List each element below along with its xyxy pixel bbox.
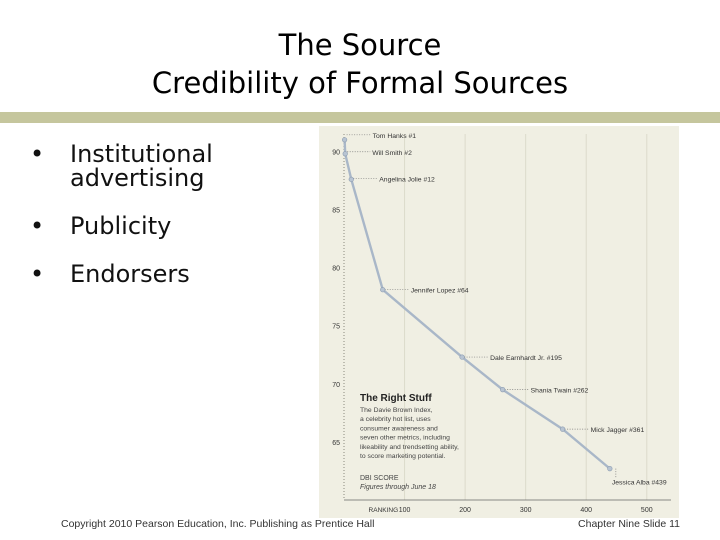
chart-description-line: a celebrity hot list, uses (360, 416, 431, 423)
bullet-list: • Institutional advertising • Publicity • E… (30, 142, 290, 310)
bullet-item: • Endorsers (30, 262, 290, 286)
series-line (343, 139, 611, 470)
data-point-label: Jessica Alba #439 (612, 480, 667, 487)
x-tick-label: 400 (580, 507, 592, 514)
chart-description-line: to score marketing potential. (360, 453, 445, 460)
dbi-chart: 90 85 80 75 70 65 100 200 300 400 500 RANKING Tom Ha… (319, 126, 679, 518)
data-point (348, 176, 354, 182)
bullet-text: Publicity (70, 212, 172, 240)
x-tick-label: 500 (641, 507, 653, 514)
data-point-label: Will Smith #2 (372, 150, 412, 157)
y-tick-label: 80 (332, 266, 340, 273)
data-point-label: Shania Twain #262 (531, 388, 589, 395)
bullet-item: • Institutional advertising (30, 142, 290, 190)
chart-image: 90 85 80 75 70 65 100 200 300 400 500 RANKING Tom Ha… (319, 126, 679, 518)
bullet-item: • Publicity (30, 214, 290, 238)
bullet-dot-icon: • (30, 212, 45, 240)
x-axis-label: RANKING (369, 507, 399, 514)
title-line-2: Credibility of Formal Sources (151, 66, 569, 100)
chart-description-line: The Davie Brown Index, (360, 407, 433, 414)
chart-description-line: seven other metrics, including (360, 435, 450, 442)
chart-description-line: consumer awareness and (360, 425, 438, 432)
y-tick-label: 75 (332, 324, 340, 331)
x-tick-label: 300 (520, 507, 532, 514)
data-point-label: Dale Earnhardt Jr. #195 (490, 355, 562, 362)
data-point-label: Tom Hanks #1 (373, 133, 417, 140)
y-tick-label: 65 (332, 440, 340, 447)
y-axis-label: DBI SCORE (360, 475, 399, 482)
title-divider-bar (0, 112, 720, 123)
data-point (342, 151, 348, 157)
bullet-dot-icon: • (30, 140, 45, 168)
data-point (560, 426, 566, 432)
data-point (607, 466, 613, 472)
bullet-text: Endorsers (70, 260, 190, 288)
y-tick-label: 70 (332, 382, 340, 389)
y-tick-label: 90 (332, 149, 340, 156)
slide-title: The Source Credibility of Formal Sources (0, 26, 720, 102)
bullet-dot-icon: • (30, 260, 45, 288)
data-point-label: Angelina Jolie #12 (379, 176, 435, 183)
slide-number-footer: Chapter Nine Slide 11 (578, 518, 680, 530)
bullet-text: Institutional advertising (70, 140, 213, 192)
y-tick-label: 85 (332, 208, 340, 215)
chart-note: Figures through June 18 (360, 484, 436, 491)
x-tick-label: 200 (459, 507, 471, 514)
chart-title: The Right Stuff (360, 393, 432, 404)
data-point (342, 137, 348, 143)
data-point-label: Mick Jagger #361 (591, 427, 645, 434)
x-tick-label: 100 (399, 507, 411, 514)
data-point (459, 354, 465, 360)
data-point (380, 287, 386, 293)
chart-description-line: likeability and trendsetting ability, (360, 444, 459, 451)
chart-background (319, 126, 679, 518)
title-line-1: The Source (278, 28, 442, 62)
data-point (500, 387, 506, 393)
data-point-label: Jennifer Lopez #64 (411, 288, 469, 295)
copyright-footer: Copyright 2010 Pearson Education, Inc. P… (61, 518, 375, 530)
